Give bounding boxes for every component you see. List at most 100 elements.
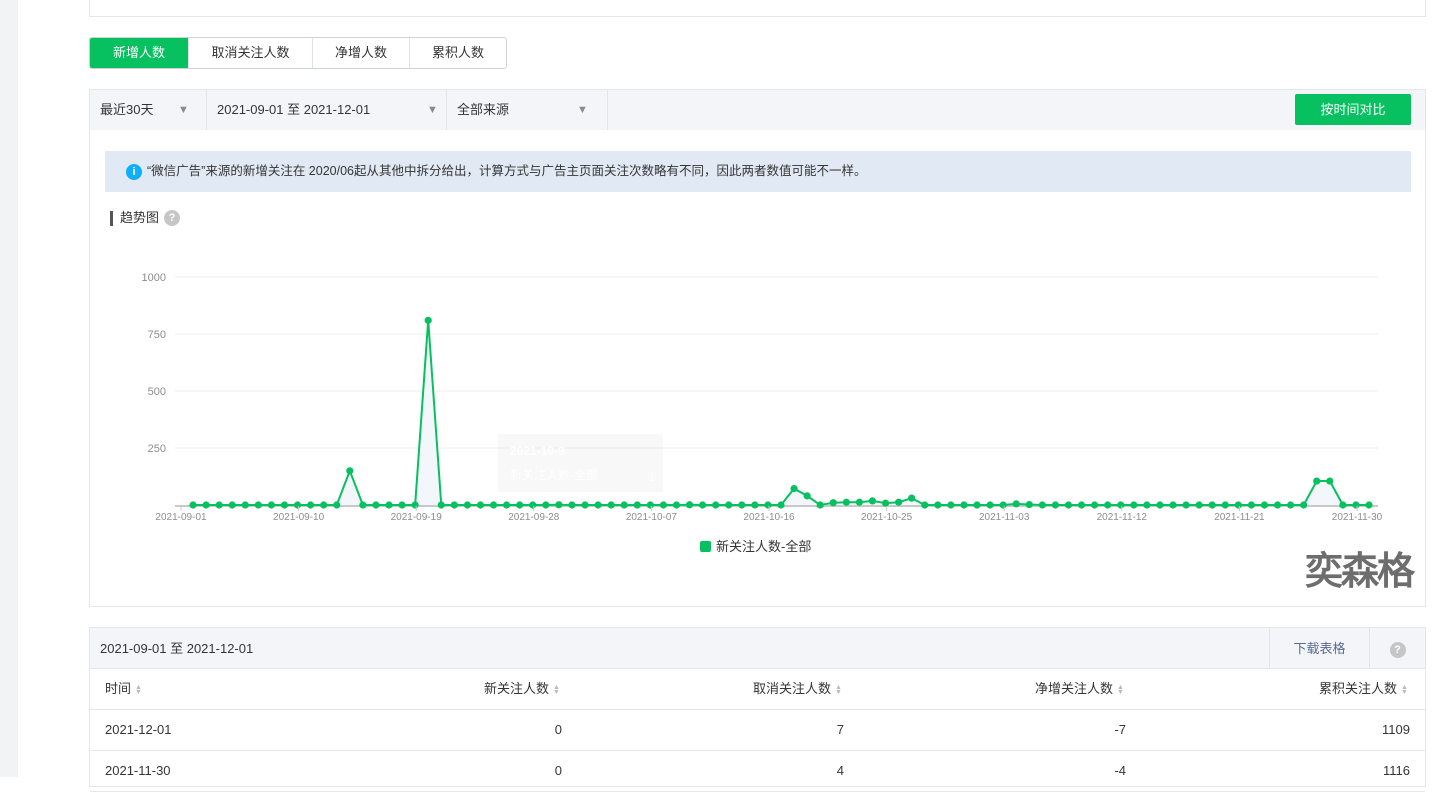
data-point	[738, 501, 746, 509]
tab-unfollows[interactable]: 取消关注人数	[188, 38, 312, 68]
data-point	[267, 501, 275, 509]
data-point	[986, 501, 994, 509]
data-point	[712, 501, 720, 509]
data-point	[646, 501, 654, 509]
x-tick-label: 2021-11-21	[1214, 512, 1265, 523]
sort-icon[interactable]: ▲ ▼	[1117, 683, 1124, 696]
tab-cumulative[interactable]: 累积人数	[409, 38, 506, 68]
table-cell: 4	[837, 751, 844, 791]
data-point	[254, 501, 262, 509]
column-header-label: 时间	[105, 681, 132, 696]
sort-icon[interactable]: ▲ ▼	[135, 683, 142, 696]
column-header-label: 取消关注人数	[752, 681, 831, 696]
data-point	[1326, 477, 1334, 485]
table-cell: 2021-11-30	[105, 751, 171, 791]
data-point	[921, 501, 929, 509]
cell-value: 1116	[1383, 763, 1410, 778]
data-point	[633, 501, 641, 509]
data-point	[1012, 500, 1020, 508]
x-tick-label: 2021-10-25	[861, 512, 913, 523]
data-point	[1051, 501, 1059, 509]
data-point	[1365, 501, 1373, 509]
cell-value: 7	[836, 722, 844, 737]
y-tick-label: 1000	[142, 272, 166, 284]
data-point	[228, 501, 236, 509]
table-column-headers: 时间 ▲ ▼ 新关注人数 ▲ ▼ 取消关注人数 ▲ ▼ 净增关注人数 ▲ ▼ 累积关注人数 ▲ ▼	[90, 669, 1425, 710]
table-cell: 1116	[1383, 751, 1410, 791]
table-date-range: 2021-09-01 至 2021-12-01	[100, 641, 254, 656]
column-header-label: 累积关注人数	[1318, 681, 1397, 696]
x-tick-label: 2021-09-10	[273, 512, 325, 523]
table-cell: -7	[1114, 710, 1126, 750]
column-header-label: 净增关注人数	[1034, 681, 1113, 696]
sort-icon[interactable]: ▲ ▼	[1401, 683, 1408, 696]
date-range-select[interactable]: 2021-09-01 至 2021-12-01 ▼	[207, 90, 447, 130]
data-point	[699, 501, 707, 509]
tooltip-series: 新关注人数-全部	[510, 468, 598, 482]
data-point	[594, 501, 602, 509]
data-point	[1260, 501, 1269, 509]
cell-value: 0	[554, 763, 562, 778]
metric-tabs: 新增人数 取消关注人数 净增人数 累积人数	[89, 37, 507, 69]
data-point	[1234, 501, 1242, 509]
column-header[interactable]: 新关注人数 ▲ ▼	[484, 669, 562, 709]
data-point	[280, 501, 289, 509]
chart-legend[interactable]: 新关注人数-全部	[700, 536, 811, 555]
data-point	[542, 501, 550, 509]
data-point	[529, 501, 537, 509]
cell-value: 2021-11-30	[105, 763, 171, 778]
x-tick-label: 2021-11-03	[979, 512, 1030, 523]
period-select[interactable]: 最近30天 ▼	[90, 90, 207, 130]
data-point	[829, 499, 837, 507]
table-cell: -4	[1114, 751, 1126, 791]
column-header[interactable]: 时间 ▲ ▼	[105, 669, 144, 709]
y-tick-label: 500	[148, 386, 166, 398]
data-point	[1117, 501, 1125, 509]
column-header[interactable]: 净增关注人数 ▲ ▼	[1035, 669, 1126, 709]
data-point	[908, 494, 916, 502]
data-point	[568, 501, 576, 509]
table-cell: 0	[555, 751, 562, 791]
x-tick-label: 2021-10-16	[743, 512, 795, 523]
sort-icon[interactable]: ▲ ▼	[553, 683, 560, 696]
legend-label: 新关注人数-全部	[716, 539, 812, 554]
table-row: 2021-11-30 0 4 -4 1116	[90, 751, 1425, 792]
column-header[interactable]: 累积关注人数 ▲ ▼	[1319, 669, 1410, 709]
data-table: 2021-09-01 至 2021-12-01 下载表格 ? 时间 ▲ ▼ 新关注人数…	[89, 627, 1426, 792]
data-point	[960, 501, 968, 509]
data-point	[934, 501, 942, 509]
data-point	[1273, 501, 1282, 509]
table-help[interactable]: ?	[1369, 628, 1425, 669]
series-line	[193, 320, 1369, 507]
data-point	[842, 498, 850, 506]
cell-value: 4	[836, 763, 844, 778]
data-point	[764, 501, 772, 509]
tooltip-value: 1	[648, 470, 655, 484]
tab-new-followers[interactable]: 新增人数	[90, 38, 188, 68]
data-point	[790, 484, 798, 493]
trend-card: 最近30天 ▼ 2021-09-01 至 2021-12-01 ▼ 全部来源 ▼ 按时…	[89, 89, 1426, 607]
trend-heading: 趋势图?	[110, 209, 181, 226]
help-icon[interactable]: ?	[1389, 641, 1406, 658]
data-point	[881, 499, 890, 507]
info-icon: i	[126, 164, 142, 180]
compare-by-time-button[interactable]: 按时间对比	[1295, 94, 1411, 125]
help-icon[interactable]: ?	[164, 209, 181, 226]
data-point	[555, 501, 563, 509]
source-select[interactable]: 全部来源 ▼	[447, 90, 608, 130]
data-point	[581, 501, 589, 509]
data-point	[1143, 501, 1151, 509]
notice-text: “微信广告”来源的新增关注在 2020/06起从其他中拆分给出，计算方式与广告主…	[147, 164, 867, 178]
data-point	[672, 501, 681, 509]
y-tick-label: 250	[148, 443, 166, 455]
column-header[interactable]: 取消关注人数 ▲ ▼	[753, 669, 844, 709]
tab-net-growth[interactable]: 净增人数	[312, 38, 409, 68]
data-point	[1339, 501, 1347, 509]
data-point	[1287, 501, 1295, 509]
download-table-button[interactable]: 下载表格	[1269, 628, 1369, 669]
data-point	[725, 501, 733, 509]
cell-value: -4	[1114, 763, 1126, 778]
sort-icon[interactable]: ▲ ▼	[835, 683, 842, 696]
column-header-label: 新关注人数	[483, 681, 549, 696]
data-point	[437, 501, 445, 509]
